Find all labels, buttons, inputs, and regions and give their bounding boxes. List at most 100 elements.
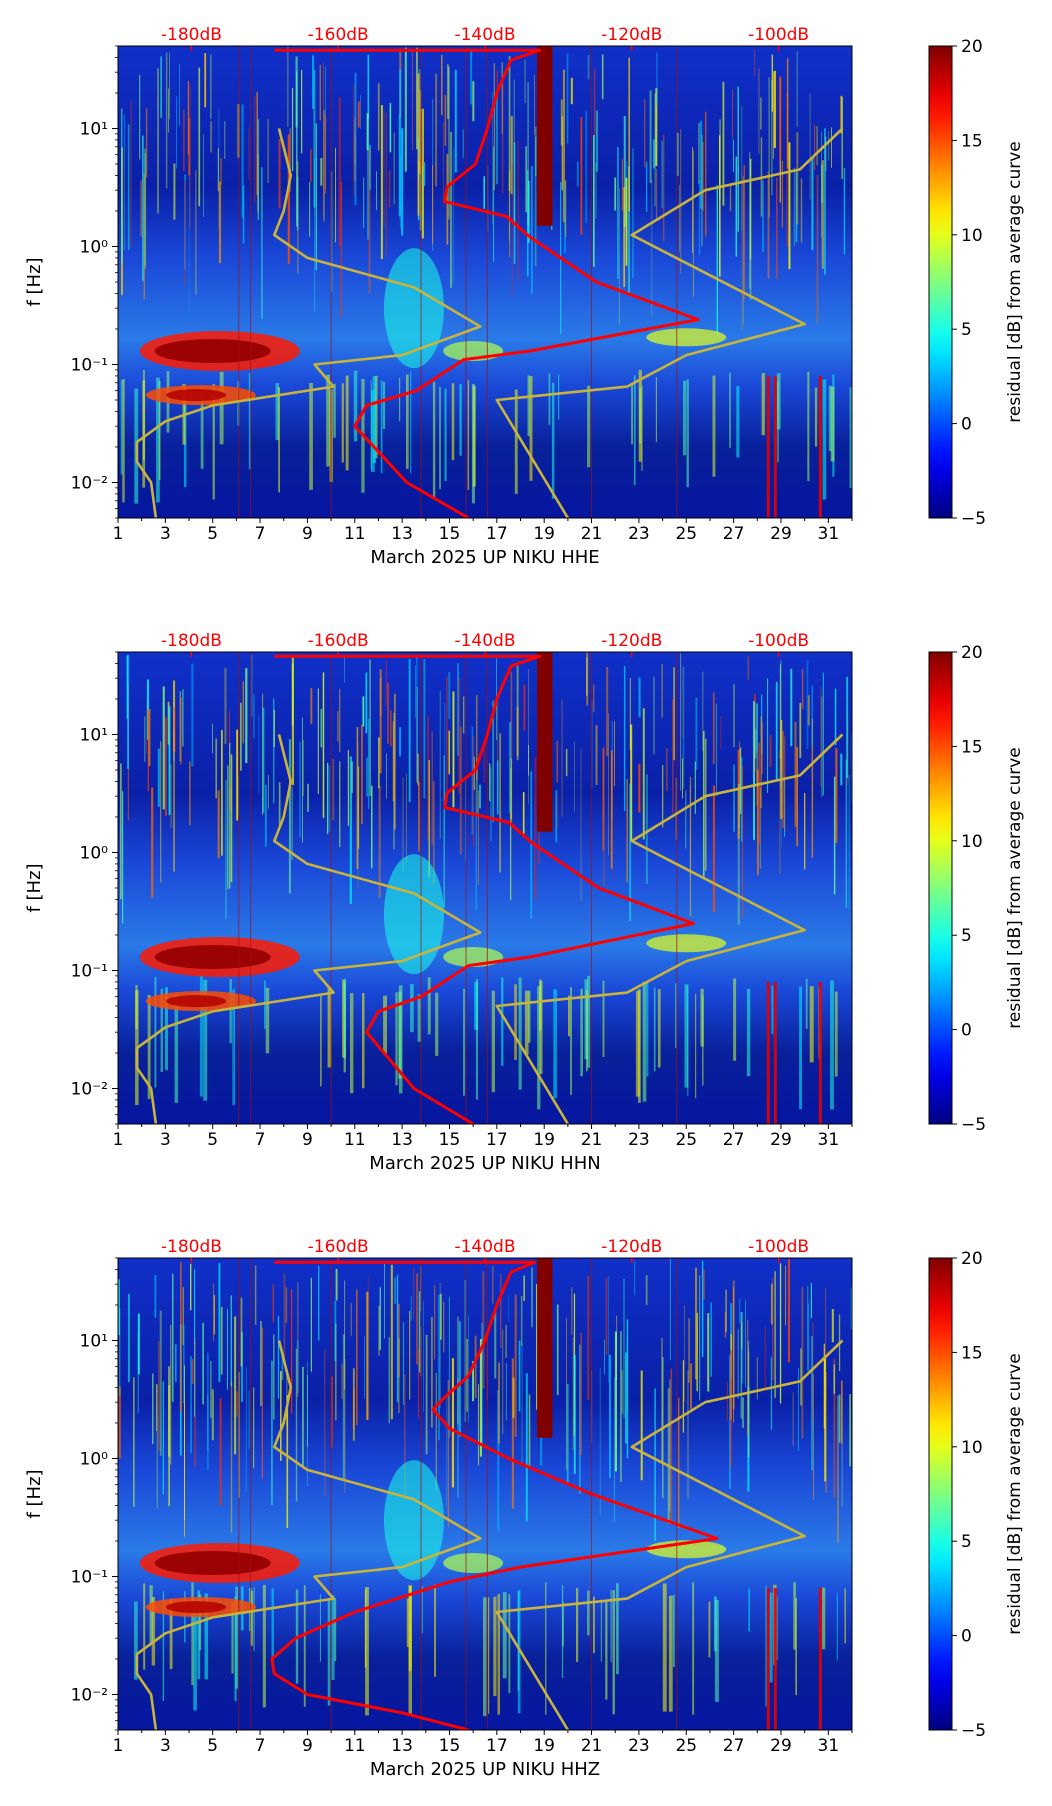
- bright-line: [818, 375, 822, 518]
- colorbar-tick-label: 0: [961, 1627, 972, 1647]
- x-tick-label: 21: [581, 524, 603, 544]
- saturated-band: [537, 46, 553, 226]
- colorbar-tick-label: 5: [961, 320, 972, 340]
- x-axis: 1 3 5 7 9 11 13 15 17 19 21 23 25 27 29 31: [113, 518, 853, 544]
- x-tick-label: 5: [207, 1736, 218, 1756]
- x-tick-label: 29: [770, 524, 792, 544]
- y-axis-label: f [Hz]: [24, 257, 45, 306]
- y-tick-label: 10⁰: [80, 1449, 109, 1469]
- y-tick-label: 10⁻²: [71, 1079, 108, 1099]
- bright-line: [766, 375, 770, 518]
- top-db-label: -160dB: [308, 25, 369, 45]
- x-tick-label: 25: [675, 1130, 697, 1150]
- colorbar-tick-label: 20: [961, 1249, 983, 1269]
- bright-line: [818, 1587, 822, 1730]
- bright-line: [766, 1587, 770, 1730]
- top-db-label: -140dB: [454, 631, 515, 651]
- bright-line: [766, 981, 770, 1124]
- heatmap-streaks: [120, 652, 852, 1110]
- x-tick-label: 23: [628, 1130, 650, 1150]
- bright-line: [773, 375, 777, 518]
- x-tick-label: 1: [113, 524, 124, 544]
- x-axis-label: March 2025 UP NIKU HHN: [369, 1153, 600, 1174]
- x-tick-label: 31: [818, 1130, 840, 1150]
- top-db-label: -140dB: [454, 25, 515, 45]
- series-line-0: [274, 654, 695, 1124]
- y-tick-label: 10¹: [80, 725, 108, 745]
- colorbar-tick-label: −5: [961, 1115, 986, 1135]
- colorbar-tick-label: 5: [961, 1532, 972, 1552]
- top-db-label: -180dB: [161, 25, 222, 45]
- top-db-label: -180dB: [161, 1237, 222, 1257]
- x-tick-label: 17: [486, 1130, 508, 1150]
- x-tick-label: 17: [486, 1736, 508, 1756]
- x-tick-label: 29: [770, 1736, 792, 1756]
- top-db-label: -160dB: [308, 631, 369, 651]
- colorbar-tick-label: 15: [961, 1343, 983, 1363]
- top-db-label: -160dB: [308, 1237, 369, 1257]
- series-line-1: [135, 128, 482, 518]
- x-tick-label: 13: [391, 1736, 413, 1756]
- x-tick-label: 19: [533, 524, 555, 544]
- x-tick-label: 27: [723, 524, 745, 544]
- y-axis: 10⁻² 10⁻¹ 10⁰ 10¹: [71, 1257, 118, 1731]
- x-tick-label: 3: [160, 524, 171, 544]
- plot-area: [118, 652, 852, 1124]
- x-tick-label: 27: [723, 1736, 745, 1756]
- x-axis: 1 3 5 7 9 11 13 15 17 19 21 23 25 27 29 31: [113, 1730, 853, 1756]
- colorbar: 20 15 10 5 0 −5 residual [dB] from average cur…: [928, 37, 1025, 529]
- heatmap-streaks: [118, 1258, 852, 1717]
- y-tick-label: 10⁻²: [71, 473, 108, 493]
- x-tick-label: 3: [160, 1130, 171, 1150]
- x-tick-label: 23: [628, 1736, 650, 1756]
- x-tick-label: 11: [344, 524, 366, 544]
- series-line-0: [270, 1260, 719, 1730]
- bright-line: [773, 981, 777, 1124]
- series-line-2: [495, 733, 844, 1124]
- plot-area: [118, 46, 852, 518]
- x-axis-label: March 2025 UP NIKU HHZ: [370, 1759, 600, 1780]
- x-tick-label: 11: [344, 1130, 366, 1150]
- top-db-label: -140dB: [454, 1237, 515, 1257]
- x-tick-label: 9: [302, 1736, 313, 1756]
- top-db-axis: -180dB -160dB -140dB -120dB -100dB: [161, 1237, 809, 1263]
- x-tick-label: 31: [818, 1736, 840, 1756]
- x-tick-label: 29: [770, 1130, 792, 1150]
- heatmap-blobs: [139, 1460, 727, 1618]
- top-db-label: -120dB: [601, 25, 662, 45]
- x-tick-label: 25: [675, 1736, 697, 1756]
- series-line-2: [495, 127, 844, 518]
- x-tick-label: 7: [255, 1130, 266, 1150]
- x-tick-label: 27: [723, 1130, 745, 1150]
- top-db-label: -180dB: [161, 631, 222, 651]
- y-axis-label: f [Hz]: [24, 1469, 45, 1518]
- colorbar-label: residual [dB] from average curve: [1005, 747, 1025, 1028]
- y-axis: 10⁻² 10⁻¹ 10⁰ 10¹: [71, 45, 118, 519]
- y-axis: 10⁻² 10⁻¹ 10⁰ 10¹: [71, 651, 118, 1125]
- y-tick-label: 10¹: [80, 1331, 108, 1351]
- x-tick-label: 9: [302, 1130, 313, 1150]
- top-db-axis: -180dB -160dB -140dB -120dB -100dB: [161, 25, 809, 51]
- x-tick-label: 9: [302, 524, 313, 544]
- x-tick-label: 13: [391, 1130, 413, 1150]
- colorbar-tick-label: 20: [961, 643, 983, 663]
- x-tick-label: 21: [581, 1736, 603, 1756]
- y-axis-label: f [Hz]: [24, 863, 45, 912]
- x-axis: 1 3 5 7 9 11 13 15 17 19 21 23 25 27 29 31: [113, 1124, 853, 1150]
- x-tick-label: 5: [207, 524, 218, 544]
- top-db-axis: -180dB -160dB -140dB -120dB -100dB: [161, 631, 809, 657]
- top-db-label: -120dB: [601, 1237, 662, 1257]
- x-tick-label: 1: [113, 1736, 124, 1756]
- top-db-label: -100dB: [748, 25, 809, 45]
- x-tick-label: 15: [439, 1736, 461, 1756]
- x-tick-label: 25: [675, 524, 697, 544]
- y-tick-label: 10⁻²: [71, 1685, 108, 1705]
- top-db-label: -100dB: [748, 1237, 809, 1257]
- heatmap-blobs: [139, 854, 727, 1012]
- colorbar-tick-label: 0: [961, 1021, 972, 1041]
- x-tick-label: 19: [533, 1736, 555, 1756]
- colorbar-tick-label: 15: [961, 131, 983, 151]
